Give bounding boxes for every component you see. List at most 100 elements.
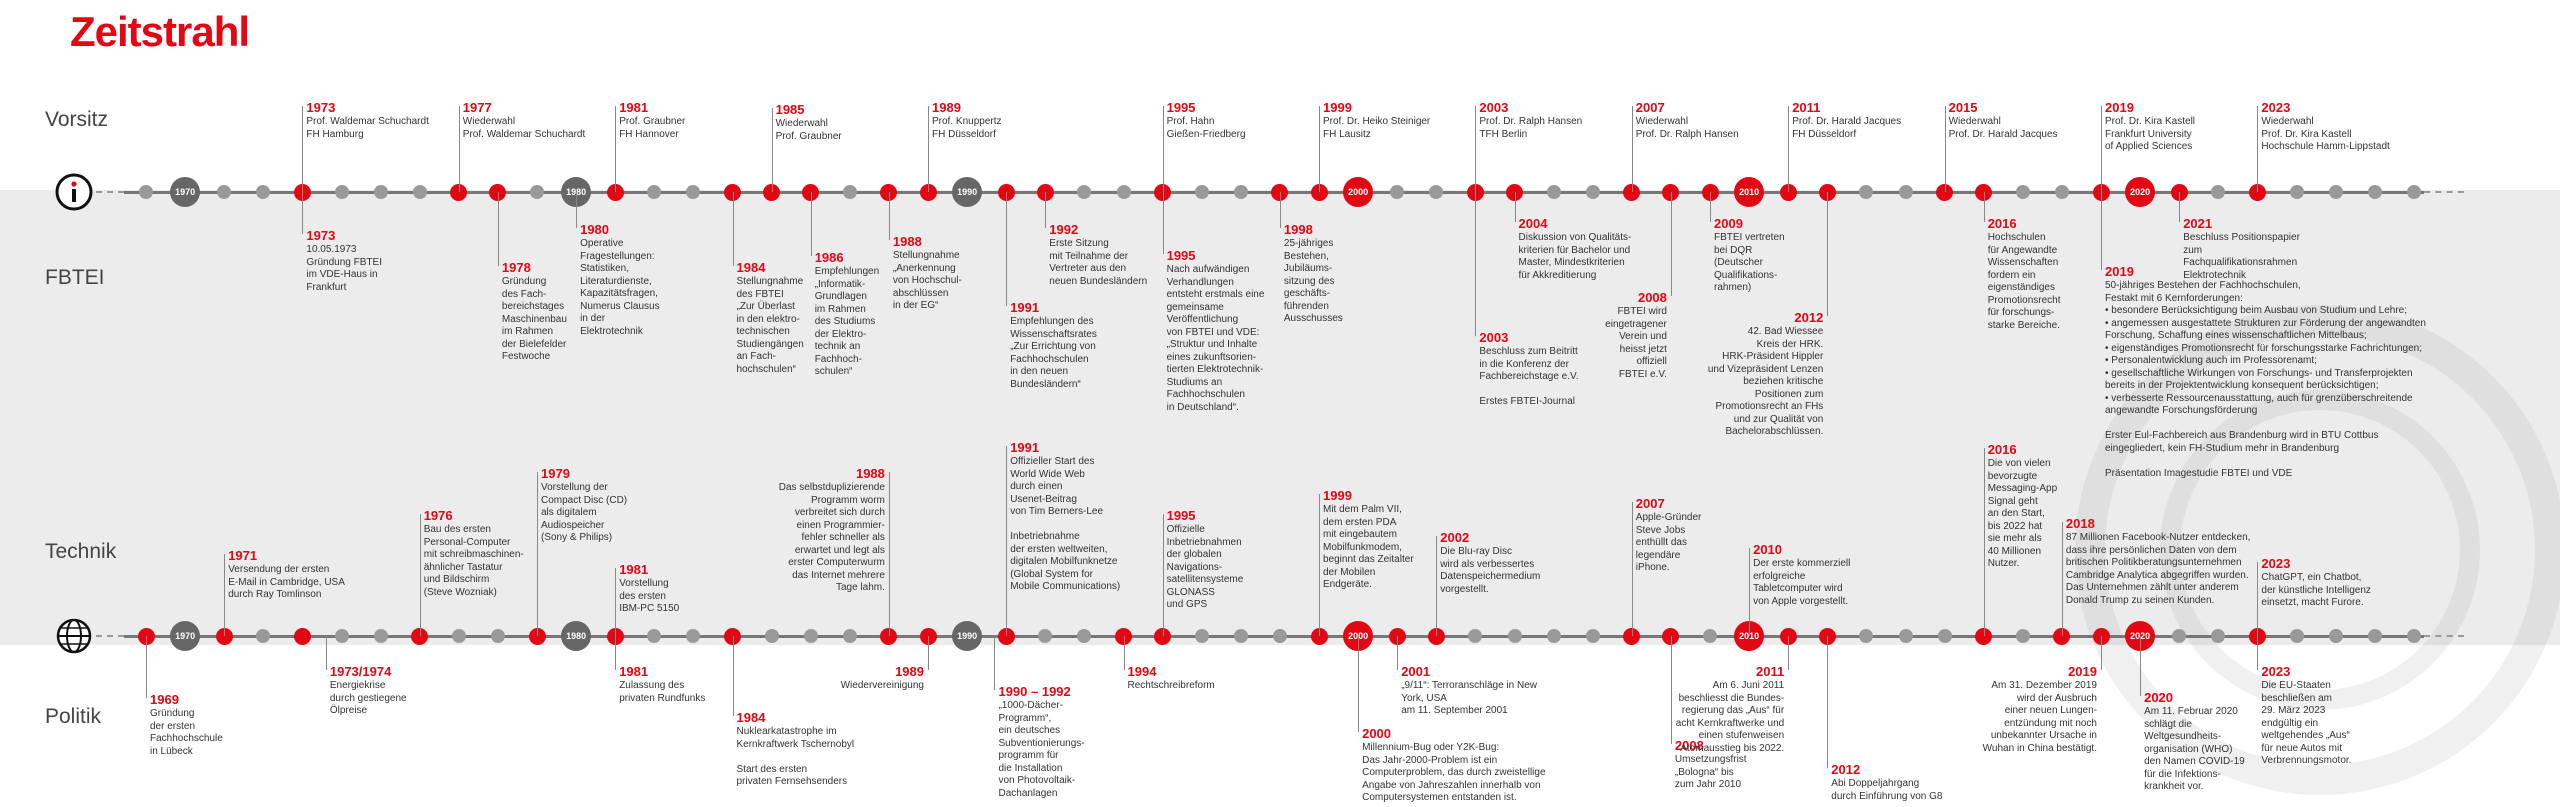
event-text: Gründung der ersten Fachhochschule in Lü… (150, 708, 223, 757)
event-text: Der erste kommerziell erfolgreiche Table… (1753, 558, 1851, 607)
connector-line (928, 636, 929, 670)
event-text: Am 6. Juni 2011 beschliesst die Bundes- … (1675, 680, 1785, 754)
connector-line (1436, 536, 1438, 636)
event-dot (919, 183, 937, 201)
politik-event: 1984 Nuklearkatastrophe im Kernkraftwerk … (737, 710, 877, 789)
fbtei-event: 1998 25-jähriges Bestehen, Jubiläums- sit… (1284, 222, 1404, 326)
connector-line (1162, 106, 1164, 192)
globe-icon (54, 616, 94, 656)
event-text: 87 Millionen Facebook-Nutzer entdecken, … (2065, 532, 2251, 606)
year-dot (1507, 629, 1522, 643)
year-dot (2015, 629, 2030, 643)
year-dot (1546, 629, 1561, 643)
event-year: 1995 (1166, 248, 1196, 263)
fbtei-event: 2021 Beschluss Positionspapier zum Fachqu… (2183, 216, 2303, 282)
event-text: Empfehlungen des Wissenschaftsrates „Zur… (1010, 316, 1097, 390)
event-dot (880, 627, 898, 645)
axis-dash-end (2424, 191, 2464, 193)
connector-line (1319, 494, 1320, 636)
event-year: 2018 (2065, 516, 2095, 531)
event-dot (606, 183, 624, 201)
event-dot (293, 627, 311, 645)
connector-line (1631, 502, 1633, 636)
connector-line (732, 636, 734, 716)
year-dot (1077, 629, 1092, 643)
connector-line (810, 192, 812, 256)
watermark-logo (2075, 305, 2560, 795)
event-year: 1977 (462, 100, 492, 115)
connector-line (302, 106, 304, 192)
year-dot (2289, 629, 2304, 643)
vorsitz-event: 1981 Prof. Graubner FH Hannover (619, 100, 769, 141)
event-text: Operative Fragestellungen: Statistiken, … (580, 238, 660, 337)
politik-event: 2001 „9/11“: Terroranschläge in New York,… (1401, 664, 1541, 718)
technik-event: 2007 Apple-Gründer Steve Jobs enthüllt da… (1636, 496, 1766, 575)
connector-line (2257, 562, 2259, 636)
technik-event: 1991 Offizieller Start des World Wide Web… (1010, 440, 1140, 594)
event-year: 2012 (1831, 762, 1861, 777)
year-dot (139, 185, 153, 199)
year-dot (412, 185, 427, 199)
event-year: 2000 (1362, 726, 1392, 741)
event-year: 1978 (501, 260, 531, 275)
year-dot (1585, 185, 1600, 199)
event-year: 2023 (2261, 664, 2291, 679)
connector-line (146, 636, 147, 698)
connector-line (1319, 106, 1320, 192)
row-label-vorsitz: Vorsitz (45, 108, 109, 131)
event-year: 2023 (2261, 100, 2291, 115)
connector-line (458, 106, 460, 192)
connector-line (1162, 514, 1164, 636)
year-dot (1233, 629, 1248, 643)
event-year: 1973 (306, 228, 336, 243)
connector-line (771, 108, 773, 192)
event-text: Die von vielen bevorzugte Messaging-App … (1987, 458, 2058, 569)
decade-marker: 1990 (952, 177, 983, 207)
event-text: Umsetzungsfrist „Bologna“ bis zum Jahr 2… (1674, 754, 1747, 790)
event-text: Das selbstduplizierende Programm worm ve… (778, 482, 885, 593)
fbtei-event: 2003 Beschluss zum Beitritt in die Konfer… (1479, 330, 1599, 409)
year-dot (1468, 629, 1483, 643)
connector-line (1788, 106, 1790, 192)
event-year: 1989 (932, 100, 961, 115)
connector-line (1670, 636, 1672, 744)
event-text: Hochschulen für Angewandte Wissenschafte… (1987, 232, 2061, 331)
year-dot (686, 629, 701, 643)
event-text: Prof. Dr. Kira Kastell Frankfurt Univers… (2105, 116, 2196, 152)
fbtei-event: 1984 Stellungnahme des FBTEI „Zur Überlas… (737, 260, 857, 376)
event-year: 1985 (775, 102, 805, 117)
politik-event: 1969 Gründung der ersten Fachhochschule i… (150, 692, 290, 758)
event-text: Offizielle Inbetriebnahmen der globalen … (1166, 524, 1244, 610)
event-text: Nuklearkatastrophe im Kernkraftwerk Tsch… (736, 726, 855, 787)
vorsitz-event: 2007 Wiederwahl Prof. Dr. Ralph Hansen (1636, 100, 1786, 141)
fbtei-event: 1992 Erste Sitzung mit Teilnahme der Vert… (1049, 222, 1169, 288)
year-dot (2211, 629, 2226, 643)
background-band (0, 190, 2560, 645)
event-dot (763, 183, 781, 201)
event-year: 2016 (1987, 216, 2017, 231)
year-dot (490, 629, 505, 643)
year-dot (2367, 629, 2382, 643)
year-dot (764, 629, 779, 643)
event-text: Stellungnahme des FBTEI „Zur Überlast in… (736, 276, 804, 375)
event-year: 1984 (736, 260, 766, 275)
year-dot (1585, 629, 1600, 643)
connector-line (576, 192, 578, 228)
politik-event: 1990 – 1992 „1000-Dächer- Programm“, ein … (998, 684, 1138, 800)
year-dot (451, 629, 466, 643)
technik-event: 1979 Vorstellung der Compact Disc (CD) al… (541, 466, 671, 545)
row-label-politik: Politik (45, 705, 102, 728)
event-text: FBTEI wird eingetragener Verein und heis… (1605, 306, 1667, 380)
politik-event: 2008 Umsetzungsfrist „Bologna“ bis zum Ja… (1675, 738, 1815, 792)
year-dot (1898, 629, 1913, 643)
event-text: FBTEI vertreten bei DQR (Deutscher Quali… (1714, 232, 1785, 293)
event-text: Wiederwahl Prof. Dr. Ralph Hansen (1635, 116, 1739, 140)
connector-line (615, 106, 617, 192)
event-text: Wiederwahl Prof. Graubner (775, 118, 842, 142)
event-dot (2248, 183, 2266, 201)
info-icon (54, 172, 94, 212)
event-year: 1992 (1049, 222, 1079, 237)
event-text: Stellungnahme „Anerkennung von Hochschul… (892, 250, 962, 311)
event-year: 2010 (1753, 542, 1783, 557)
connector-line (1827, 192, 1829, 316)
